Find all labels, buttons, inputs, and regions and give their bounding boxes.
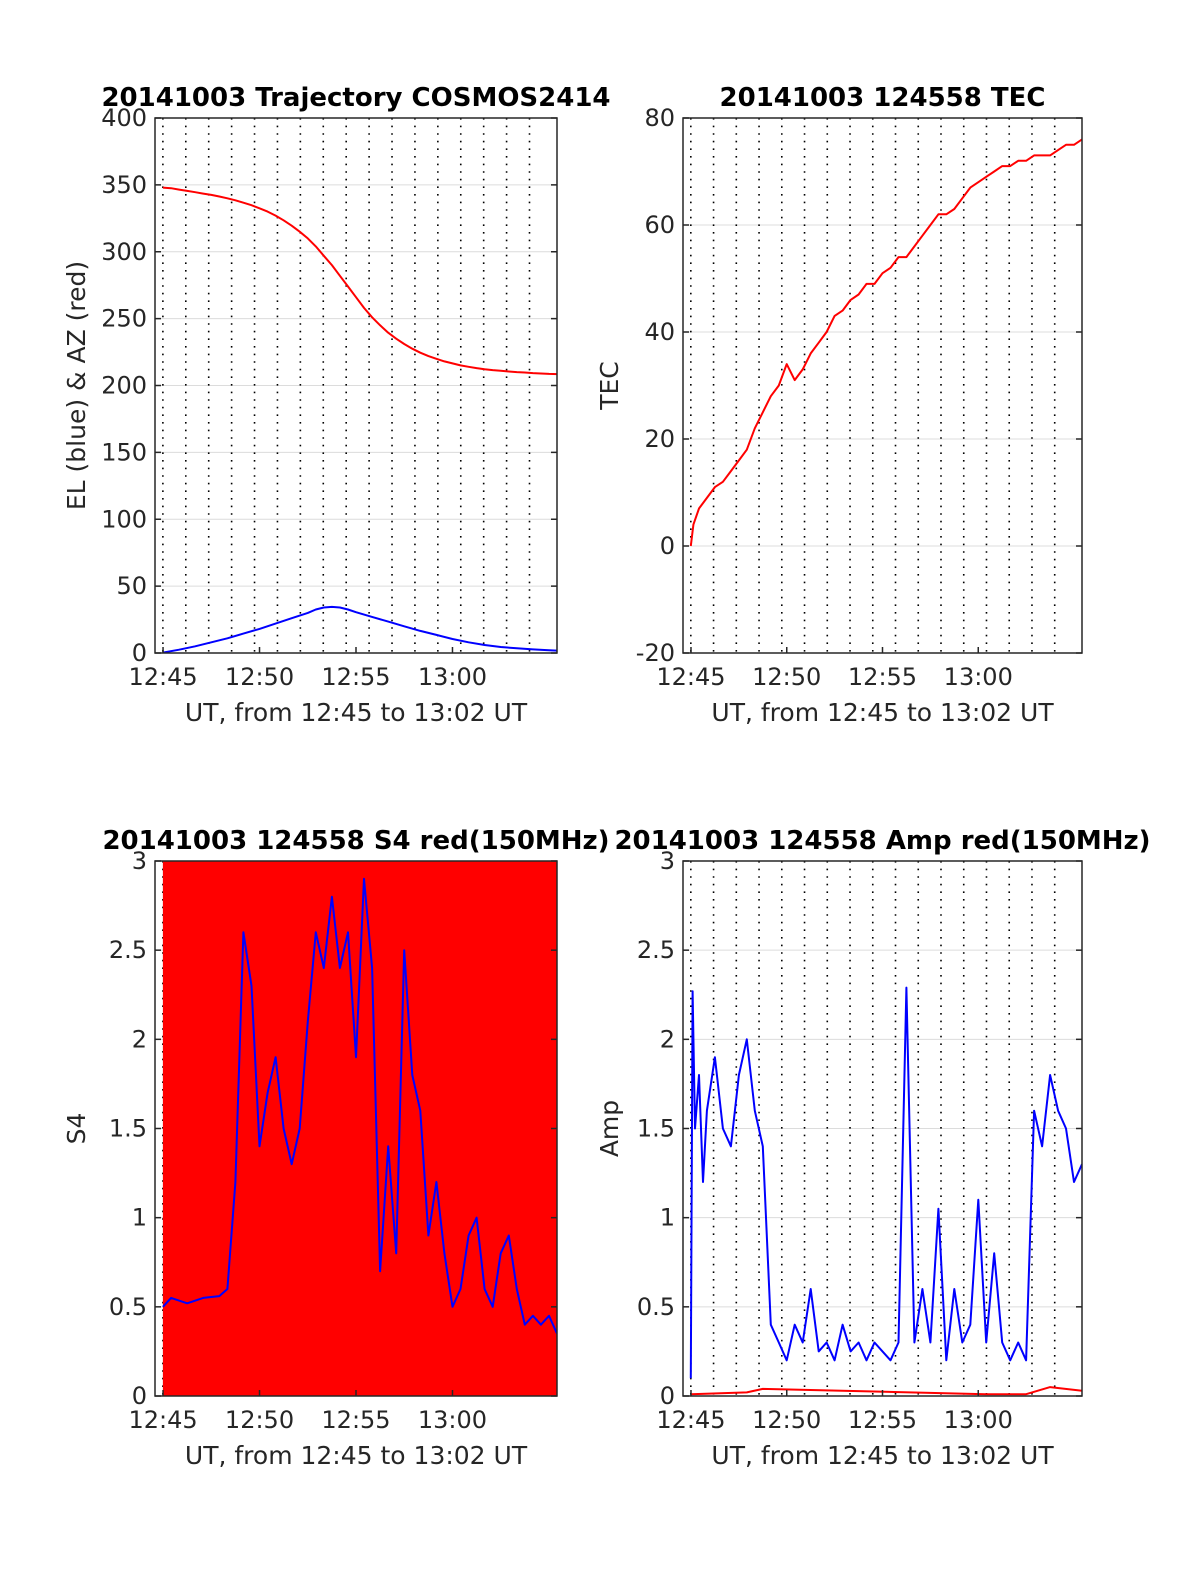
- y-axis-label: EL (blue) & AZ (red): [62, 261, 91, 510]
- y-tick-label: 0: [660, 532, 675, 560]
- y-tick-label: 3: [132, 847, 147, 875]
- axes-box: [682, 117, 1083, 654]
- y-tick-label: -20: [636, 639, 675, 667]
- x-tick-label: 12:55: [321, 663, 390, 691]
- x-tick-label: 12:55: [321, 1406, 390, 1434]
- y-tick-label: 1.5: [637, 1115, 675, 1143]
- y-tick-label: 0: [132, 1382, 147, 1410]
- y-tick-label: 80: [644, 104, 675, 132]
- series-line-1: [689, 986, 1082, 1379]
- x-axis-label: UT, from 12:45 to 13:02 UT: [711, 1441, 1054, 1470]
- series-line-2: [162, 877, 557, 1335]
- y-tick-label: 60: [644, 211, 675, 239]
- y-tick-label: 1: [660, 1204, 675, 1232]
- x-tick-label: 12:45: [128, 1406, 197, 1434]
- y-tick-label: 20: [644, 425, 675, 453]
- y-tick-label: 40: [644, 318, 675, 346]
- y-tick-label: 400: [101, 104, 147, 132]
- x-tick-label: 13:00: [944, 1406, 1013, 1434]
- chart-title: 20141003 124558 S4 red(150MHz): [102, 826, 609, 856]
- y-axis-label: S4: [62, 1113, 91, 1145]
- y-tick-label: 100: [101, 505, 147, 533]
- y-tick-label: 350: [101, 171, 147, 199]
- plot-area: [162, 861, 557, 1396]
- series-line-2: [690, 1386, 1082, 1396]
- y-tick-label: 2: [132, 1025, 147, 1053]
- x-axis-label: UT, from 12:45 to 13:02 UT: [185, 698, 528, 727]
- x-axis-label: UT, from 12:45 to 13:02 UT: [711, 698, 1054, 727]
- plot-area: [689, 138, 1082, 547]
- y-axis-label: TEC: [595, 361, 624, 411]
- y-tick-label: 0.5: [637, 1293, 675, 1321]
- y-tick-label: 50: [116, 572, 147, 600]
- x-tick-label: 12:50: [225, 663, 294, 691]
- y-tick-label: 2.5: [109, 936, 147, 964]
- y-tick-label: 2.5: [637, 936, 675, 964]
- x-tick-label: 12:50: [752, 663, 821, 691]
- series-line-1: [162, 186, 557, 376]
- x-tick-label: 12:50: [752, 1406, 821, 1434]
- x-tick-label: 12:55: [848, 1406, 917, 1434]
- y-tick-label: 2: [660, 1025, 675, 1053]
- y-tick-label: 0: [660, 1382, 675, 1410]
- series-line-1: [689, 138, 1082, 547]
- chart-title: 20141003 Trajectory COSMOS2414: [101, 83, 610, 113]
- y-axis-label: Amp: [595, 1100, 624, 1157]
- x-axis-label: UT, from 12:45 to 13:02 UT: [185, 1441, 528, 1470]
- y-tick-label: 1.5: [109, 1115, 147, 1143]
- x-tick-label: 12:50: [225, 1406, 294, 1434]
- y-tick-label: 300: [101, 238, 147, 266]
- y-tick-label: 0: [132, 639, 147, 667]
- x-tick-label: 12:45: [656, 1406, 725, 1434]
- x-tick-label: 13:00: [944, 663, 1013, 691]
- y-tick-label: 3: [660, 847, 675, 875]
- x-tick-label: 13:00: [418, 1406, 487, 1434]
- chart-panel-4: 0 0.5 1 1.5 2 2.5 3 12:45 12:50 12:55 13:00 2014100…: [595, 826, 1151, 1470]
- y-tick-label: 200: [101, 372, 147, 400]
- chart-panel-3: 0 0.5 1 1.5 2 2.5 3 12:45 12:50 12:55 13:00 2014100…: [62, 826, 610, 1470]
- series-line-2: [162, 605, 557, 653]
- plot-area: [162, 186, 557, 653]
- series-area-red: [162, 861, 557, 1396]
- y-tick-label: 0.5: [109, 1293, 147, 1321]
- y-tick-label: 250: [101, 305, 147, 333]
- x-tick-label: 13:00: [418, 663, 487, 691]
- y-tick-label: 150: [101, 438, 147, 466]
- chart-panel-1: 0 50 100 150 200 250 300 350 400 12:45 12:50 12:55 1…: [62, 83, 611, 727]
- plot-area: [689, 986, 1082, 1396]
- chart-panel-2: -20 0 20 40 60 80 12:45 12:50 12:55 13:00 20141003…: [595, 83, 1083, 727]
- chart-title: 20141003 124558 TEC: [720, 83, 1046, 113]
- y-tick-label: 1: [132, 1204, 147, 1232]
- x-tick-label: 12:45: [656, 663, 725, 691]
- x-tick-label: 12:45: [128, 663, 197, 691]
- chart-title: 20141003 124558 Amp red(150MHz): [614, 826, 1150, 856]
- x-tick-label: 12:55: [848, 663, 917, 691]
